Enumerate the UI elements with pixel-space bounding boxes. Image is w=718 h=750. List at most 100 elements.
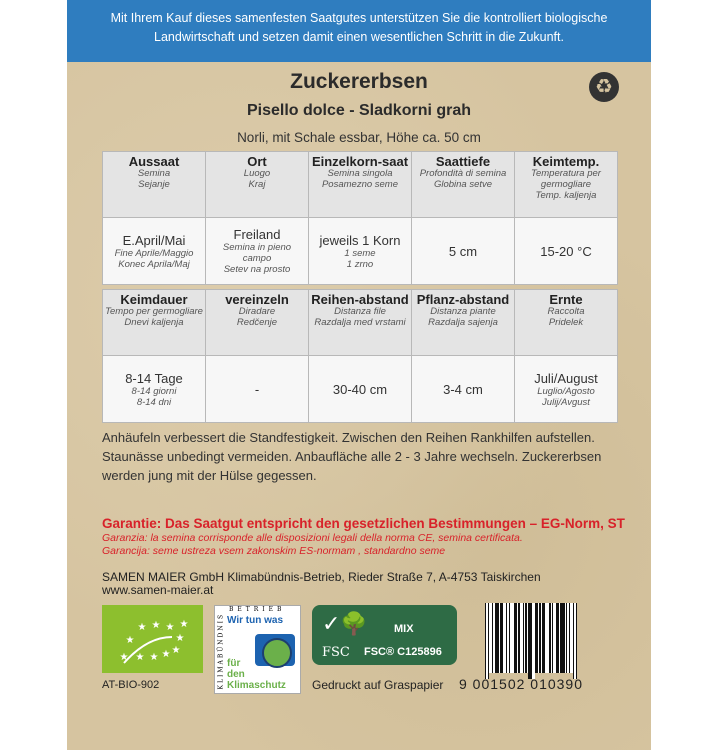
company-block: SAMEN MAIER GmbH Klimabündnis-Betrieb, R… [102,571,647,597]
fsc-tree-icon: ✓🌳 [322,611,368,636]
header-cell: Keimdauer Tempo per germogliare Dnevi kalj… [102,289,206,356]
barcode-bar [498,603,501,673]
barcode-bar [485,603,487,679]
barcode-bar [567,603,569,673]
value-cell: - [205,355,309,423]
cell-sub1: Semina in pieno campo [222,242,292,264]
cell-main: E.April/Mai [122,232,186,248]
cell-sub1: Distanza file [334,306,386,317]
barcode-bar [564,603,566,673]
svg-text:★: ★ [172,645,181,656]
barcode-bar [503,603,506,673]
guarantee-block: Garantie: Das Saatgut entspricht den ges… [102,516,647,558]
cell-sub1: Semina singola [327,168,393,179]
cell-main: 8-14 Tage [125,370,183,386]
cell-sub1: Semina [137,168,171,179]
cell-main: Einzelkorn-saat [311,154,409,169]
barcode-bar [522,603,525,673]
cell-main: Pflanz-abstand [416,292,510,307]
header-cell: Keimtemp. Temperatura per germogliare Temp… [514,151,618,218]
cell-main: Ort [247,154,267,169]
sowing-table: Aussaat Semina Sejanje Ort Luogo Kraj Einzelko… [102,151,618,285]
cell-sub2: Julij/Avgust [542,396,590,408]
guarantee-it: Garanzia: la semina corrisponde alle dis… [102,532,523,544]
barcode-bar [528,603,533,679]
barcode-bar [508,603,511,673]
barcode-bar [565,603,568,673]
cell-sub1: Raccolta [547,306,585,317]
cell-sub1: Luogo [243,168,271,179]
cell-sub2: Razdalja sajenja [428,317,498,328]
product-description: Norli, mit Schale essbar, Höhe ca. 50 cm [237,130,481,145]
cell-sub2: Kraj [248,179,266,190]
recycle-icon: ♻ [589,72,619,102]
svg-text:★: ★ [120,652,129,663]
cell-main: Juli/August [534,370,598,386]
cell-sub2: Temp. kaljenja [535,190,597,201]
eu-organic-leaf-logo: ★ ★ ★ ★ ★ ★ ★ ★ ★ ★ ★ [102,605,203,673]
header-row: Keimdauer Tempo per germogliare Dnevi kalj… [102,289,618,356]
cell-sub2: Razdalja med vrstami [314,317,406,328]
company-website[interactable]: www.samen-maier.at [102,583,214,597]
value-cell: 15-20 °C [514,217,618,285]
cell-sub2: Dnevi kaljenja [124,317,184,328]
value-cell: 3-4 cm [411,355,515,423]
eu-bio-code: AT-BIO-902 [102,679,160,691]
barcode-bar [570,603,573,673]
header-cell: Aussaat Semina Sejanje [102,151,206,218]
header-cell: Reihen-abstand Distanza file Razdalja med … [308,289,412,356]
barcode-bar [518,603,520,673]
barcode-bar [525,603,527,673]
header-row: Aussaat Semina Sejanje Ort Luogo Kraj Einzelko… [102,151,618,218]
svg-text:★: ★ [162,649,171,660]
cell-sub2: 8-14 dni [136,396,172,408]
barcode-bar [560,603,565,673]
barcode-bar [551,603,554,673]
value-cell: E.April/Mai Fine Aprile/Maggio Konec April… [102,217,206,285]
cell-main: Aussaat [128,154,180,169]
barcode-bar [507,603,509,673]
value-row: 8-14 Tage 8-14 giorni 8-14 dni - 30-40 cm 3-4… [102,355,618,423]
value-cell: Freiland Semina in pieno campo Setev na pr… [205,217,309,285]
cell-main: 15-20 °C [540,243,592,259]
barcode-bar [487,603,490,679]
seed-packet-back: Mit Ihrem Kauf dieses samenfesten Saatgu… [67,0,651,750]
guarantee-sl: Garancija: seme ustreza vsem zakonskim E… [102,545,446,557]
value-cell: 8-14 Tage 8-14 giorni 8-14 dni [102,355,206,423]
cell-sub2: Konec Aprila/Maj [118,258,190,270]
barcode-bar [505,603,508,673]
barcode-bar [539,603,541,673]
product-subtitle: Pisello dolce - Sladkorni grah [246,102,472,119]
cell-sub1: Luglio/Agosto [537,385,595,397]
barcode-bar [568,603,571,673]
cell-sub1: 1 seme [344,247,376,259]
barcode-bar [550,603,552,673]
barcode-bar [572,603,575,679]
barcode-bar [519,603,523,673]
barcode-bar [526,603,529,673]
barcode-bar [517,603,519,673]
cell-main: Freiland [233,227,281,242]
svg-text:★: ★ [150,652,159,663]
barcode-bar [486,603,488,679]
header-cell: Pflanz-abstand Distanza piante Razdalja sa… [411,289,515,356]
svg-text:★: ★ [166,622,175,633]
barcode-bar [494,603,499,673]
cell-main: Ernte [549,292,583,307]
cell-main: 5 cm [448,243,478,259]
product-title: Zuckererbsen [290,70,428,93]
barcode-bar [538,603,540,673]
value-row: E.April/Mai Fine Aprile/Maggio Konec April… [102,217,618,285]
barcode-bar [489,603,492,673]
cell-main: 30-40 cm [332,381,388,397]
cell-sub1: Diradare [238,306,276,317]
header-cell: Ort Luogo Kraj [205,151,309,218]
barcode [485,603,615,679]
barcode-bar [493,603,495,673]
cell-main: - [254,381,260,397]
barcode-bar [558,603,561,673]
barcode-bar [553,603,557,673]
cell-sub1: Fine Aprile/Maggio [114,247,194,259]
value-cell: 30-40 cm [308,355,412,423]
globe-icon [262,638,292,668]
